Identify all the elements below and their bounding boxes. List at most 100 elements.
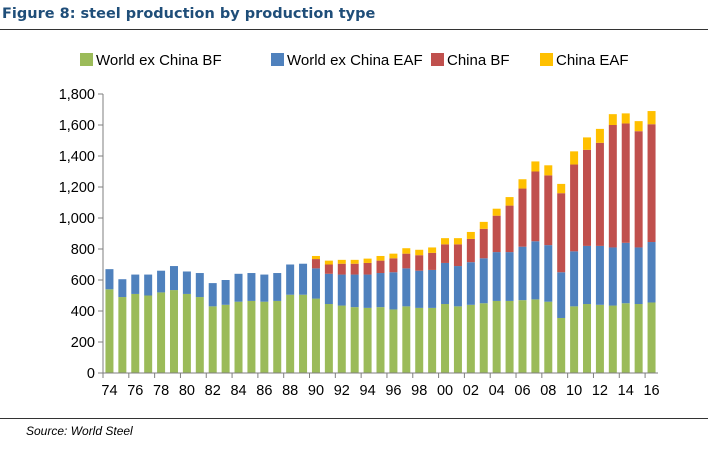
bar-segment bbox=[105, 289, 114, 373]
x-tick-label: 82 bbox=[205, 383, 221, 399]
x-tick-label: 86 bbox=[256, 383, 272, 399]
bar-segment bbox=[402, 306, 411, 373]
bar-segment bbox=[376, 255, 385, 261]
bar-segment bbox=[402, 253, 411, 269]
bar-segment bbox=[311, 259, 320, 269]
bar-segment bbox=[466, 304, 475, 373]
bar-segment bbox=[621, 113, 630, 124]
bar-segment bbox=[479, 228, 488, 259]
bar-segment bbox=[608, 247, 617, 306]
bar-segment bbox=[441, 304, 450, 373]
y-tick-label: 1,000 bbox=[59, 211, 95, 227]
x-tick-label: 90 bbox=[308, 383, 324, 399]
bar-segment bbox=[415, 270, 424, 308]
bar-segment bbox=[363, 258, 372, 263]
bar-segment bbox=[260, 301, 269, 373]
bar-segment bbox=[389, 253, 398, 259]
bar-segment bbox=[544, 301, 553, 373]
x-tick-label: 84 bbox=[230, 383, 246, 399]
legend-label: China BF bbox=[447, 52, 510, 69]
bar-segment bbox=[557, 193, 566, 273]
bar-segment bbox=[428, 247, 437, 253]
bar-segment bbox=[544, 245, 553, 302]
bar-segment bbox=[531, 171, 540, 242]
source-note: Source: World Steel bbox=[26, 424, 133, 438]
bar-segment bbox=[583, 149, 592, 246]
bar-segment bbox=[466, 231, 475, 239]
bar-segment bbox=[118, 297, 127, 373]
bar-segment bbox=[350, 259, 359, 264]
bar-segment bbox=[453, 238, 462, 245]
bar-segment bbox=[402, 248, 411, 254]
bar-segment bbox=[324, 264, 333, 274]
bar-segment bbox=[144, 295, 153, 373]
bar-segment bbox=[647, 302, 656, 373]
bar-segment bbox=[389, 272, 398, 310]
bar-segment bbox=[583, 137, 592, 150]
bar-segment bbox=[105, 269, 114, 290]
title-divider bbox=[0, 29, 708, 30]
bar-segment bbox=[634, 131, 643, 248]
bar-segment bbox=[428, 307, 437, 373]
bar-segment bbox=[415, 255, 424, 271]
bar-segment bbox=[595, 128, 604, 143]
bar-segment bbox=[505, 300, 514, 373]
bar-segment bbox=[324, 304, 333, 373]
legend-label: World ex China BF bbox=[96, 52, 222, 69]
y-tick-label: 1,600 bbox=[59, 118, 95, 134]
bar-segment bbox=[647, 124, 656, 243]
bar-segment bbox=[273, 273, 282, 301]
legend-swatch bbox=[431, 53, 444, 66]
bar-segment bbox=[479, 221, 488, 229]
bar-segment bbox=[595, 304, 604, 373]
x-tick-label: 74 bbox=[101, 383, 117, 399]
bar-segment bbox=[441, 238, 450, 245]
bar-segment bbox=[363, 307, 372, 373]
bar-segment bbox=[157, 292, 166, 373]
x-tick-label: 76 bbox=[127, 383, 143, 399]
bar-segment bbox=[376, 260, 385, 274]
x-axis: 74 76 78 80 82 84 86 88 90 92 94 96 98 00 02 04 06 08 10 12… bbox=[101, 372, 660, 399]
bar-segment bbox=[557, 183, 566, 194]
y-tick-label: 1,400 bbox=[59, 149, 95, 165]
bar-segment bbox=[208, 283, 217, 307]
bar-segment bbox=[531, 161, 540, 172]
bar-segment bbox=[557, 317, 566, 373]
y-axis: 0 200 400 600 800 1,000 1,200 1,400 1,600 1,800 bbox=[59, 87, 104, 382]
bar-segment bbox=[634, 247, 643, 305]
bar-segment bbox=[608, 125, 617, 248]
bar-segment bbox=[169, 290, 178, 373]
figure-title: Figure 8: steel production by production… bbox=[2, 6, 376, 22]
y-tick-label: 200 bbox=[71, 335, 95, 351]
x-tick-label: 06 bbox=[514, 383, 530, 399]
x-tick-label: 80 bbox=[179, 383, 195, 399]
bar-segment bbox=[505, 197, 514, 206]
bar-segment bbox=[131, 293, 140, 373]
bar-segment bbox=[299, 263, 308, 295]
bar-segment bbox=[595, 245, 604, 305]
bar-segment bbox=[428, 252, 437, 270]
bar-segment bbox=[144, 274, 153, 296]
bar-segment bbox=[492, 208, 501, 216]
bar-segment bbox=[350, 307, 359, 374]
bar-segment bbox=[453, 306, 462, 373]
chart-legend: World ex China BF World ex China EAF China… bbox=[80, 52, 629, 69]
bar-segment bbox=[621, 242, 630, 304]
x-tick-label: 92 bbox=[334, 383, 350, 399]
legend-swatch bbox=[80, 53, 93, 66]
bar-segment bbox=[595, 142, 604, 246]
bar-segment bbox=[182, 293, 191, 373]
bar-area bbox=[105, 111, 656, 374]
bar-segment bbox=[389, 309, 398, 373]
bar-segment bbox=[428, 269, 437, 308]
x-tick-label: 88 bbox=[282, 383, 298, 399]
bar-segment bbox=[518, 246, 527, 301]
bar-segment bbox=[634, 121, 643, 132]
bar-segment bbox=[350, 263, 359, 275]
bar-segment bbox=[311, 255, 320, 260]
bar-segment bbox=[479, 303, 488, 373]
legend-swatch bbox=[271, 53, 284, 66]
bar-segment bbox=[441, 244, 450, 263]
bar-segment bbox=[583, 304, 592, 373]
bar-segment bbox=[415, 249, 424, 256]
